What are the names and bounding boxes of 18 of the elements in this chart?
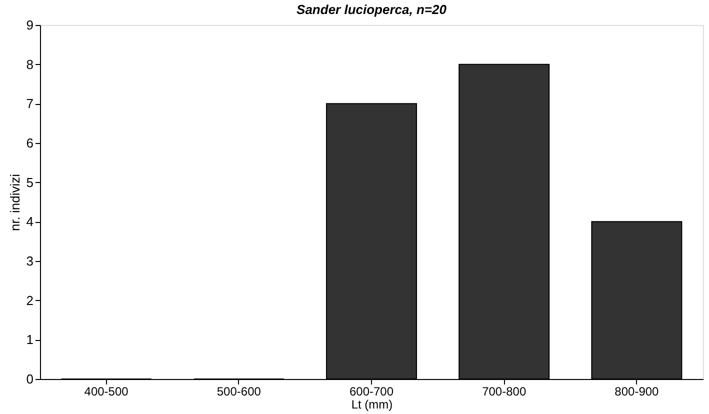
y-tick-label: 0 <box>26 372 34 386</box>
y-tick-label: 3 <box>26 254 34 268</box>
y-tick-label: 6 <box>26 136 34 150</box>
x-tick-label: 500-600 <box>216 384 262 398</box>
y-tick-label: 4 <box>26 214 34 230</box>
y-tick-label: 7 <box>26 96 34 112</box>
y-tick-label: 8 <box>26 56 34 72</box>
x-tick-label: 600-700 <box>349 384 394 398</box>
y-tick-label: 2 <box>26 292 34 308</box>
x-axis-title: Lt (mm) <box>351 398 393 412</box>
chart-title: Sander lucioperca, n=20 <box>296 2 448 17</box>
x-tick-label: 800-900 <box>614 384 660 398</box>
y-tick-label: 9 <box>26 18 34 32</box>
x-tick-label: 400-500 <box>84 384 129 398</box>
y-axis-title: nr. indivizi <box>7 174 22 232</box>
x-tick-label: 700-800 <box>482 384 526 398</box>
y-tick-label: 5 <box>26 174 34 190</box>
y-tick-label: 1 <box>26 332 34 348</box>
